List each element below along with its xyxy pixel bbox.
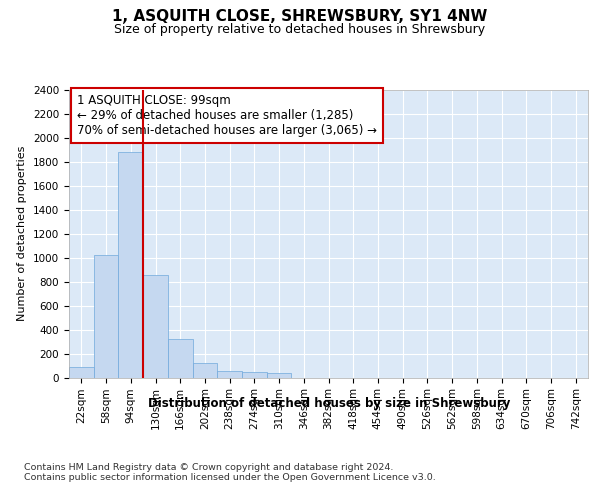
Bar (69, 366, 94, 378)
Text: 1 ASQUITH CLOSE: 99sqm
← 29% of detached houses are smaller (1,285)
70% of semi-: 1 ASQUITH CLOSE: 99sqm ← 29% of detached… (77, 94, 377, 138)
Text: Size of property relative to detached houses in Shrewsbury: Size of property relative to detached ho… (115, 22, 485, 36)
Text: Contains HM Land Registry data © Crown copyright and database right 2024.
Contai: Contains HM Land Registry data © Crown c… (24, 462, 436, 482)
Bar (168, 339, 193, 378)
Text: Distribution of detached houses by size in Shrewsbury: Distribution of detached houses by size … (148, 398, 510, 410)
Bar (242, 372, 267, 378)
Bar (193, 363, 217, 378)
Y-axis label: Number of detached properties: Number of detached properties (17, 146, 28, 322)
Bar (118, 152, 143, 378)
Text: 1, ASQUITH CLOSE, SHREWSBURY, SY1 4NW: 1, ASQUITH CLOSE, SHREWSBURY, SY1 4NW (112, 9, 488, 24)
Bar (267, 374, 292, 378)
Bar (217, 371, 242, 378)
Bar (143, 275, 168, 378)
Bar (94, 256, 118, 378)
